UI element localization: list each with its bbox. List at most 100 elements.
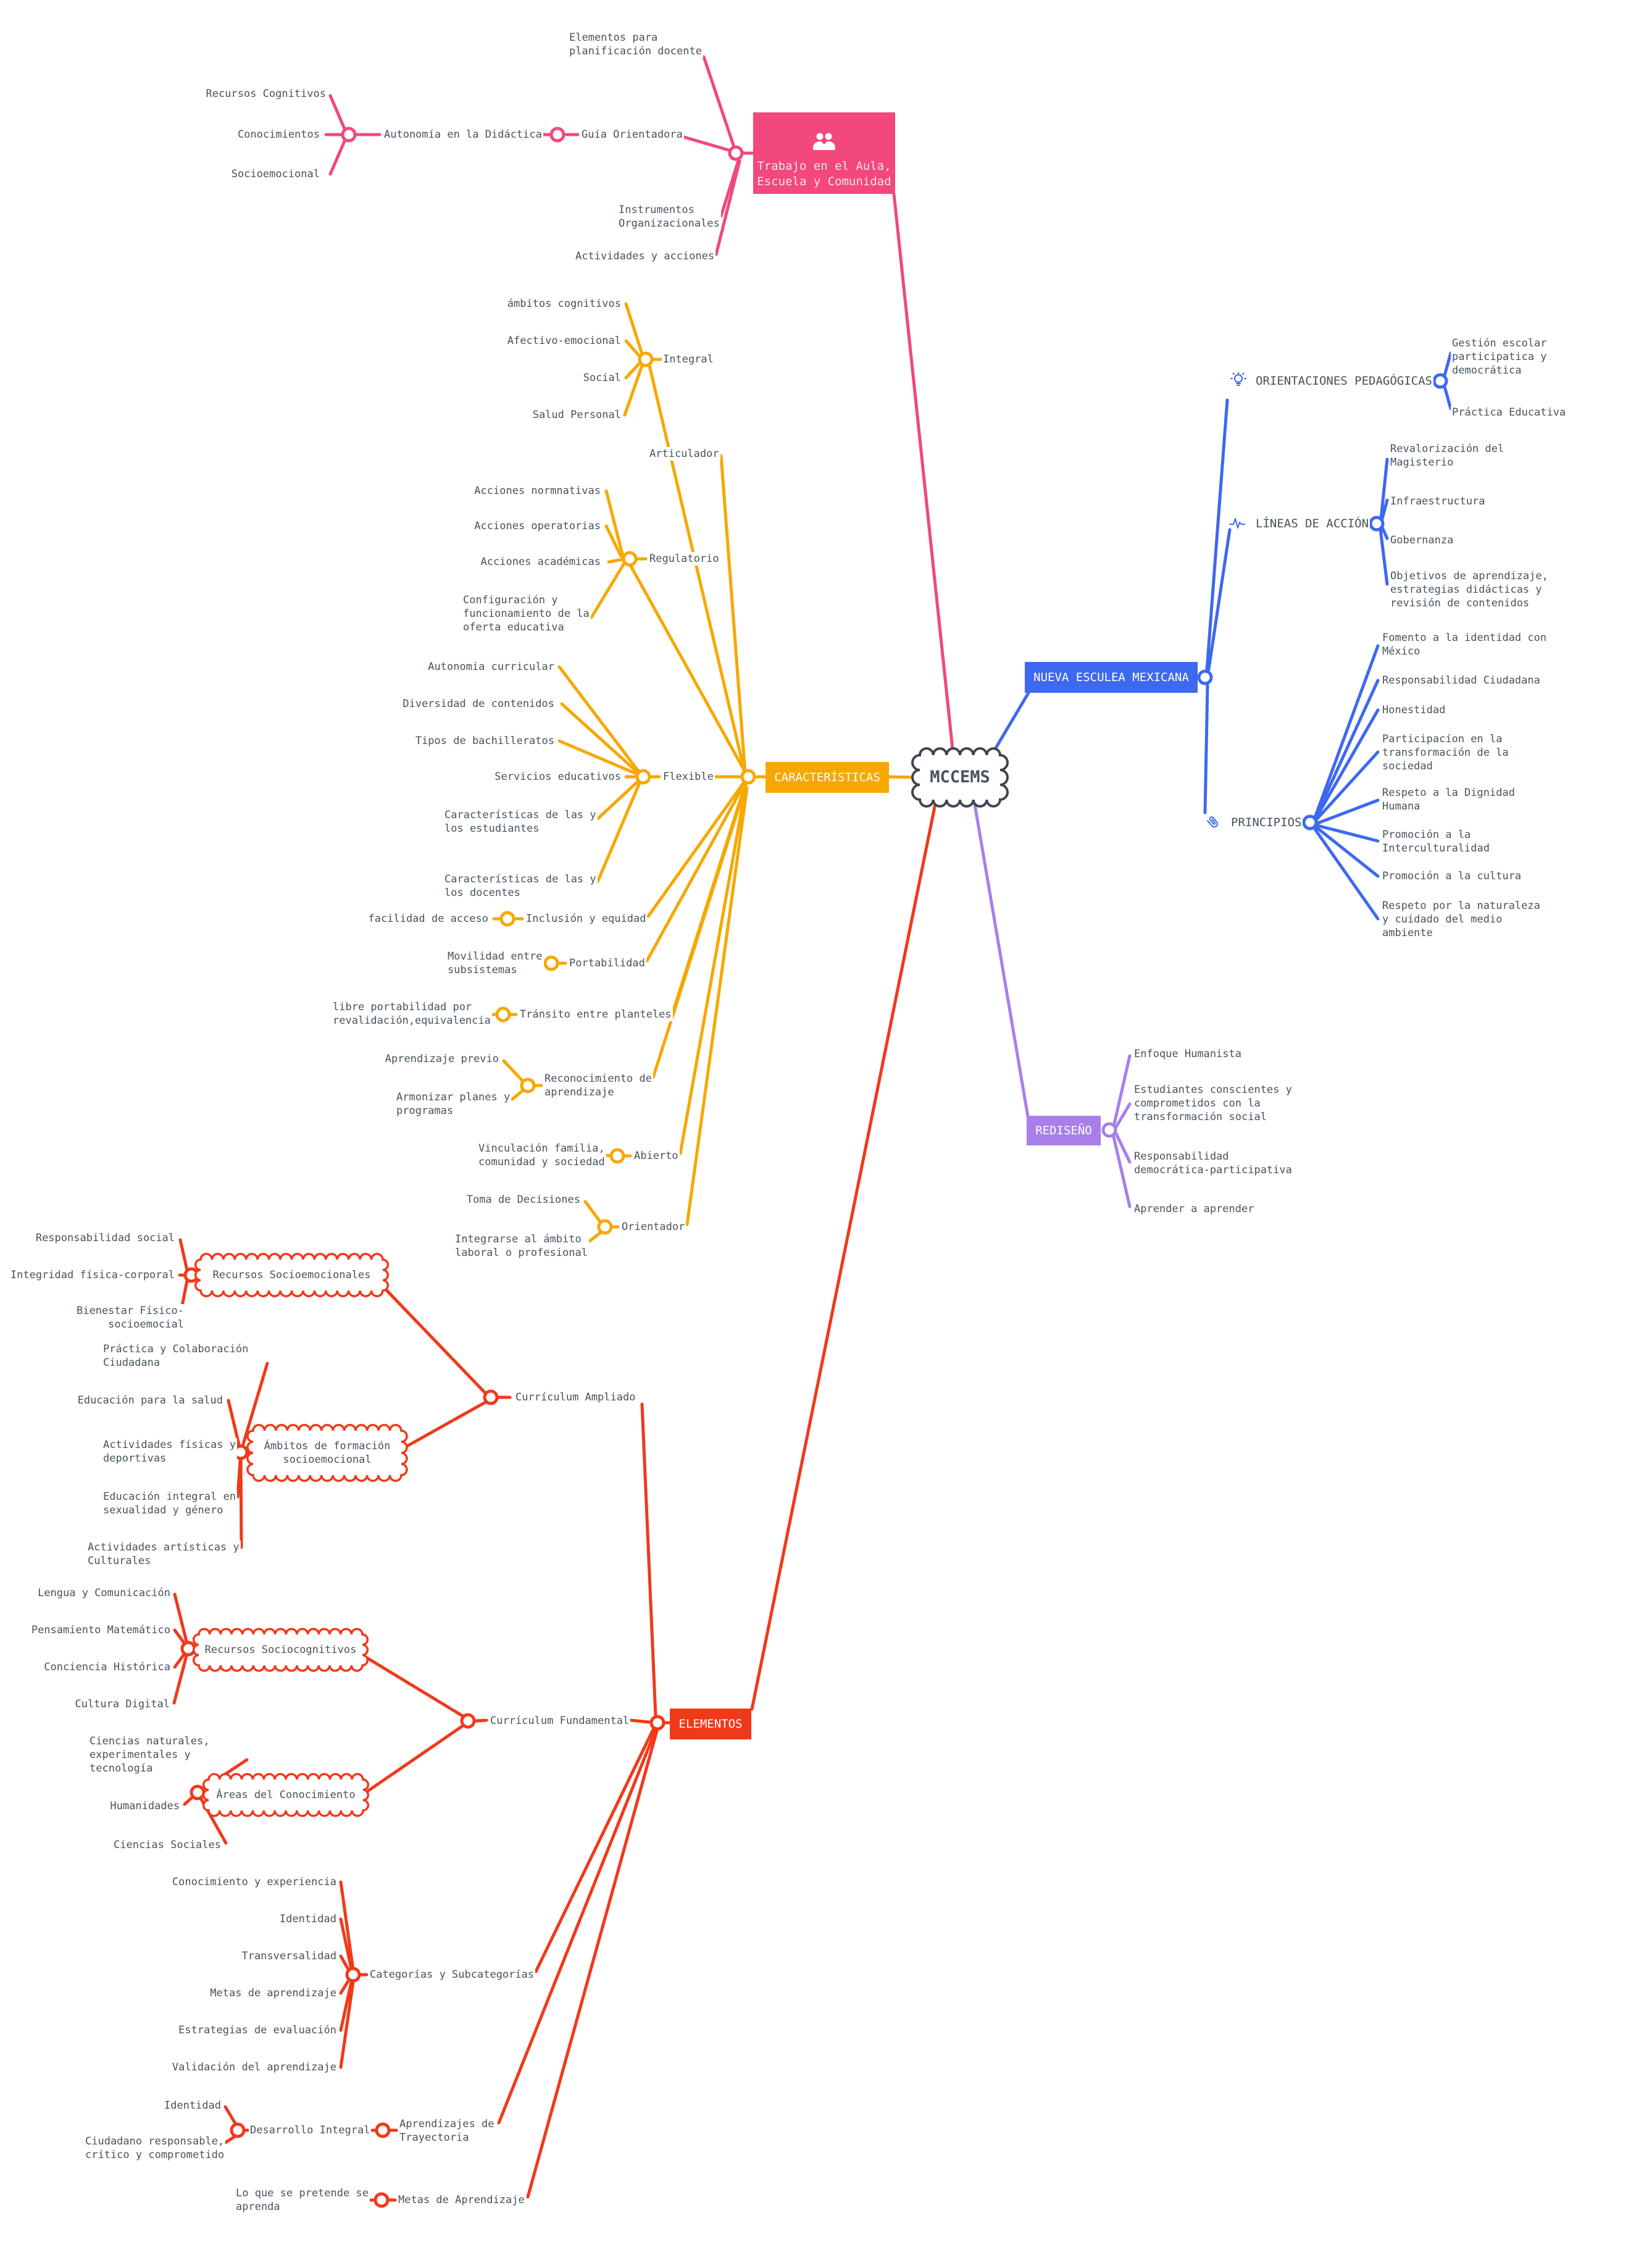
node-ambitos-cognitivos[interactable]: ámbitos cognitivos [506, 297, 622, 311]
branch-hub[interactable] [499, 911, 515, 927]
node-respeto-dignidad[interactable]: Respeto a la Dignidad Humana [1381, 786, 1516, 813]
node-movilidad-subsistemas[interactable]: Movilidad entre subsistemas [446, 950, 544, 977]
node-humanidades[interactable]: Humanidades [109, 1799, 181, 1813]
node-trabajo-aula-box[interactable]: Trabajo en el Aula, Escuela y Comunidad [753, 112, 895, 194]
branch-hub[interactable] [728, 145, 744, 161]
node-metas-aprendizaje-cat[interactable]: Metas de aprendizaje [209, 1986, 338, 2000]
branch-hub[interactable] [190, 1784, 206, 1801]
branch-hub[interactable] [373, 2192, 390, 2208]
node-categorias-subcategorias[interactable]: Categorías y Subcategorías [369, 1968, 536, 1981]
node-toma-decisiones[interactable]: Toma de Decisiones [465, 1193, 582, 1207]
node-libre-portabilidad[interactable]: libre portabilidad por revalidación,equi… [332, 1000, 492, 1027]
node-gobernanza[interactable]: Gobernanza [1389, 533, 1455, 547]
node-enfoque-humanista[interactable]: Enfoque Humanista [1133, 1047, 1243, 1061]
node-promocion-cultura[interactable]: Promoción a la cultura [1381, 869, 1523, 883]
node-caracteristicas-box[interactable]: CARACTERÍSTICAS [766, 762, 889, 793]
node-identidad-desarrollo[interactable]: Identidad [162, 2099, 222, 2112]
node-armonizar-planes[interactable]: Armonizar planes y programas [395, 1090, 512, 1118]
node-ciudadano-responsable[interactable]: Ciudadano responsable, crítico y comprom… [84, 2135, 226, 2162]
node-estrategias-evaluacion[interactable]: Estrategias de evaluación [177, 2023, 338, 2037]
node-bienestar-fisico[interactable]: Bienestar Físico-socioemocial [0, 1304, 185, 1331]
node-transito-planteles[interactable]: Tránsito entre planteles [519, 1008, 673, 1021]
node-curriculum-ampliado[interactable]: Currículum Ampliado [514, 1391, 637, 1404]
node-integridad-fisica[interactable]: Integridad física-corporal [9, 1268, 176, 1282]
node-recursos-sociocognitivos[interactable]: Recursos Sociocognitivos [204, 1644, 357, 1656]
branch-hub[interactable] [483, 1389, 499, 1405]
node-promocion-interculturalidad[interactable]: Promoción a la Interculturalidad [1381, 828, 1491, 855]
branch-hub[interactable] [649, 1715, 665, 1731]
node-instrumentos-organizacionales[interactable]: Instrumentos Organizacionales [617, 203, 721, 230]
node-servicios-educativos[interactable]: Servicios educativos [493, 770, 622, 784]
node-rediseno-box[interactable]: REDISEÑO [1027, 1116, 1101, 1145]
node-tipos-bachilleratos[interactable]: Tipos de bachilleratos [414, 734, 556, 748]
node-facilidad-acceso[interactable]: facilidad de acceso [367, 912, 490, 926]
node-lo-que-se-pretende[interactable]: Lo que se pretende se aprenda [235, 2186, 370, 2214]
node-aprendizaje-previo[interactable]: Aprendizaje previo [383, 1052, 500, 1066]
node-actividades-artisticas[interactable]: Actividades artísticas y Culturales [86, 1541, 241, 1568]
node-actividades-acciones[interactable]: Actividades y acciones [574, 249, 716, 263]
branch-hub[interactable] [520, 1077, 536, 1094]
node-vinculacion-familia[interactable]: Vinculación familia, comunidad y socieda… [477, 1142, 606, 1169]
node-orientador[interactable]: Orientador [620, 1220, 686, 1234]
node-gestion-escolar[interactable]: Gestión escolar participatica y democrát… [1451, 337, 1548, 377]
branch-hub[interactable] [1101, 1122, 1117, 1138]
node-recursos-socioemocionales[interactable]: Recursos Socioemocionales [212, 1269, 371, 1281]
node-ciencias-naturales[interactable]: Ciencias naturales, experimentales y tec… [88, 1734, 211, 1775]
node-responsabilidad-democratica[interactable]: Responsabilidad democrática-participativ… [1133, 1150, 1293, 1177]
branch-hub[interactable] [1197, 669, 1213, 685]
branch-hub[interactable] [341, 127, 357, 143]
node-actividades-fisicas[interactable]: Actividades físicas y deportivas [102, 1438, 237, 1465]
node-guia-orientadora[interactable]: Guía Orientadora [580, 128, 684, 141]
branch-hub[interactable] [1432, 373, 1448, 389]
branch-hub[interactable] [609, 1148, 625, 1164]
node-cultura-digital[interactable]: Cultura Digital [73, 1697, 171, 1711]
node-revalorizacion-magisterio[interactable]: Revalorización del Magisterio [1389, 442, 1506, 469]
node-elementos-planificacion[interactable]: Elementos para planificación docente [568, 31, 703, 58]
node-infraestructura[interactable]: Infraestructura [1389, 495, 1487, 508]
branch-hub[interactable] [460, 1713, 476, 1729]
node-aprendizajes-trayectoria[interactable]: Aprendizajes de Trayectoria [398, 2117, 496, 2144]
branch-hub[interactable] [375, 2122, 391, 2138]
node-acciones-normativas[interactable]: Acciones normnativas [473, 484, 602, 498]
node-conciencia-historica[interactable]: Conciencia Histórica [43, 1660, 172, 1674]
node-autonomia-curricular[interactable]: Autonomia curricular [427, 660, 556, 674]
node-pensamiento-matematico[interactable]: Pensamiento Matemático [30, 1623, 172, 1637]
node-objetivos-aprendizaje[interactable]: Objetivos de aprendizaje, estrategias di… [1389, 569, 1550, 610]
node-social[interactable]: Social [582, 371, 622, 385]
node-acciones-operatorias[interactable]: Acciones operatorias [473, 519, 602, 533]
node-abierto[interactable]: Abierto [633, 1149, 680, 1163]
node-estudiantes-conscientes[interactable]: Estudiantes conscientes y comprometidos … [1133, 1083, 1293, 1124]
node-desarrollo-integral[interactable]: Desarrollo Integral [249, 2123, 372, 2137]
node-orientaciones-pedagogicas[interactable]: ORIENTACIONES PEDAGÓGICAS [1254, 374, 1433, 388]
node-nueva-escuela-mexicana-box[interactable]: NUEVA ESCULEA MEXICANA [1025, 662, 1198, 693]
branch-hub[interactable] [740, 769, 756, 785]
node-honestidad[interactable]: Honestidad [1381, 703, 1447, 717]
node-areas-conocimiento[interactable]: Áreas del Conocimiento [216, 1789, 356, 1801]
node-aprender-a-aprender[interactable]: Aprender a aprender [1133, 1202, 1256, 1216]
node-salud-personal[interactable]: Salud Personal [531, 408, 622, 422]
node-articulador[interactable]: Articulador [648, 447, 720, 461]
node-autonomia-didactica[interactable]: Autonomía en la Didáctica [383, 128, 543, 141]
branch-hub[interactable] [230, 2122, 246, 2138]
node-fomento-identidad[interactable]: Fomento a la identidad con México [1381, 631, 1548, 658]
branch-hub[interactable] [1369, 516, 1385, 532]
node-flexible[interactable]: Flexible [662, 770, 715, 784]
branch-hub[interactable] [1302, 814, 1318, 830]
node-portabilidad[interactable]: Portabilidad [568, 956, 646, 970]
node-integrarse-laboral[interactable]: Integrarse al ámbito laboral o profesion… [454, 1232, 589, 1260]
node-lineas-de-accion[interactable]: LÍNEAS DE ACCIÓN [1254, 516, 1370, 531]
node-conocimiento-experiencia[interactable]: Conocimiento y experiencia [170, 1875, 338, 1889]
branch-hub[interactable] [635, 769, 651, 785]
node-practica-colaboracion[interactable]: Práctica y Colaboración Ciudadana [102, 1342, 250, 1370]
branch-hub[interactable] [345, 1967, 361, 1983]
node-recursos-cognitivos[interactable]: Recursos Cognitivos [204, 87, 327, 101]
node-diversidad-contenidos[interactable]: Diversidad de contenidos [401, 697, 556, 711]
branch-hub[interactable] [622, 551, 638, 567]
node-caracteristicas-docentes[interactable]: Características de las y los docentes [443, 872, 598, 900]
node-lengua-comunicacion[interactable]: Lengua y Comunicación [36, 1586, 172, 1600]
node-respeto-naturaleza[interactable]: Respeto por la naturaleza y cuidado del … [1381, 899, 1541, 940]
node-caracteristicas-estudiantes[interactable]: Características de las y los estudiantes [443, 808, 598, 835]
node-educacion-integral[interactable]: Educación integral en sexualidad y géner… [102, 1490, 237, 1517]
node-identidad-categoria[interactable]: Identidad [278, 1912, 338, 1926]
node-regulatorio[interactable]: Regulatorio [648, 552, 720, 566]
